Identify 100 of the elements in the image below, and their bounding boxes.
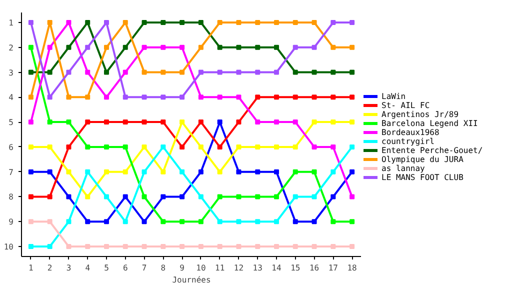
point [274,120,279,125]
point [142,44,147,50]
point [255,194,260,200]
point [274,144,279,150]
point [198,244,204,250]
x-tick-label: 18 [347,264,358,272]
point [255,70,260,75]
x-tick-label: 8 [160,264,166,272]
point [236,169,242,174]
point [217,244,222,250]
point [292,219,298,224]
legend-label: Barcelona Legend XII [382,119,478,128]
point [85,219,90,224]
point [160,219,166,224]
point [350,144,355,150]
point [104,169,109,174]
point [312,144,317,150]
point [142,244,147,250]
point [142,194,147,200]
point [350,20,355,25]
point [85,20,90,25]
point [350,70,355,75]
point [180,70,185,75]
point [330,70,336,75]
x-tick-label: 12 [234,264,244,272]
point [160,244,166,250]
point [198,144,204,150]
point [217,20,222,25]
x-tick-label: 4 [85,264,90,272]
x-axis-title: Journées [172,276,211,284]
point [85,194,90,200]
point [198,194,204,200]
point [66,94,72,100]
point [122,70,128,75]
legend-label: St- AIL FC [382,101,430,110]
point [28,194,34,200]
legend-label: Argentinos Jr/89 [382,110,459,119]
point [160,194,166,200]
point [47,144,52,150]
point [217,70,222,75]
point [142,219,147,224]
point [47,194,52,200]
x-tick-label: 1 [28,264,34,272]
point [350,120,355,125]
point [160,94,166,100]
legend-label: Olympique du JURA [382,155,464,164]
point [66,20,72,25]
point [47,169,52,174]
point [330,219,336,224]
legend-label: countrygirl [382,137,435,146]
point [28,169,34,174]
point [274,70,279,75]
y-tick-label: 6 [8,142,14,152]
point [28,244,34,250]
y-tick-label: 8 [8,192,14,202]
point [198,70,204,75]
point [122,194,128,200]
point [274,169,279,174]
point [122,169,128,174]
point [236,70,242,75]
point [198,20,204,25]
point [47,20,52,25]
point [160,70,166,75]
point [28,20,34,25]
point [160,144,166,150]
point [217,194,222,200]
point [274,244,279,250]
point [312,244,317,250]
point [236,144,242,150]
x-tick-label: 3 [66,264,72,272]
point [104,20,109,25]
point [330,244,336,250]
x-tick-label: 14 [272,264,282,272]
point [180,219,185,224]
y-tick-label: 1 [8,18,14,28]
point [292,194,298,200]
point [28,219,34,224]
point [312,20,317,25]
point [66,44,72,50]
point [330,194,336,200]
point [47,94,52,100]
point [180,20,185,25]
point [47,219,52,224]
point [160,169,166,174]
point [122,219,128,224]
point [312,70,317,75]
legend-label: Bordeaux1968 [382,128,440,137]
point [122,120,128,125]
point [236,120,242,125]
point [28,44,34,50]
y-tick-label: 7 [8,168,14,177]
y-tick-label: 4 [8,93,14,102]
point [312,194,317,200]
point [292,20,298,25]
point [350,44,355,50]
point [180,94,185,100]
point [274,94,279,100]
point [142,120,147,125]
point [104,144,109,150]
point [255,120,260,125]
